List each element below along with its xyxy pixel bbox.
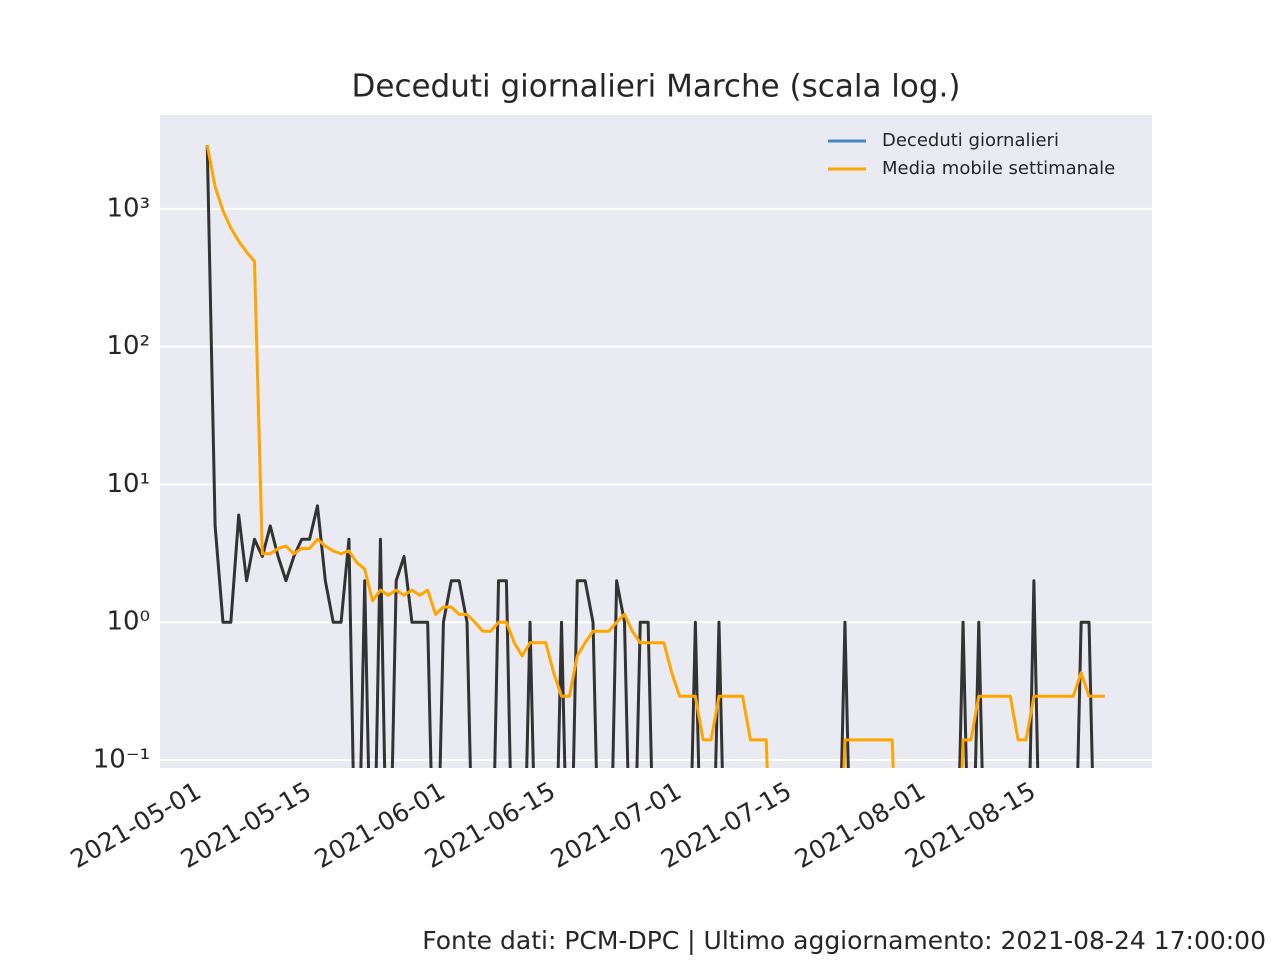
footer: Fonte dati: PCM-DPC | Ultimo aggiornamen… bbox=[422, 926, 1266, 955]
lines bbox=[205, 144, 1105, 768]
y-tick-label: 10² bbox=[106, 331, 150, 361]
grid bbox=[160, 207, 1152, 762]
plot-area bbox=[160, 115, 1152, 768]
y-tick-label: 10³ bbox=[106, 193, 150, 223]
legend-label: Media mobile settimanale bbox=[882, 158, 1115, 179]
y-tick-label: 10⁻¹ bbox=[93, 745, 150, 775]
y-tick-label: 10¹ bbox=[106, 469, 150, 499]
legend-label: Deceduti giornalieri bbox=[882, 130, 1059, 151]
legend: Deceduti giornalieri Media mobile settima… bbox=[828, 130, 1115, 179]
chart-title: Deceduti giornalieri Marche (scala log.) bbox=[352, 69, 961, 105]
y-tick-label: 10⁰ bbox=[106, 607, 150, 637]
series-line bbox=[205, 144, 1105, 768]
